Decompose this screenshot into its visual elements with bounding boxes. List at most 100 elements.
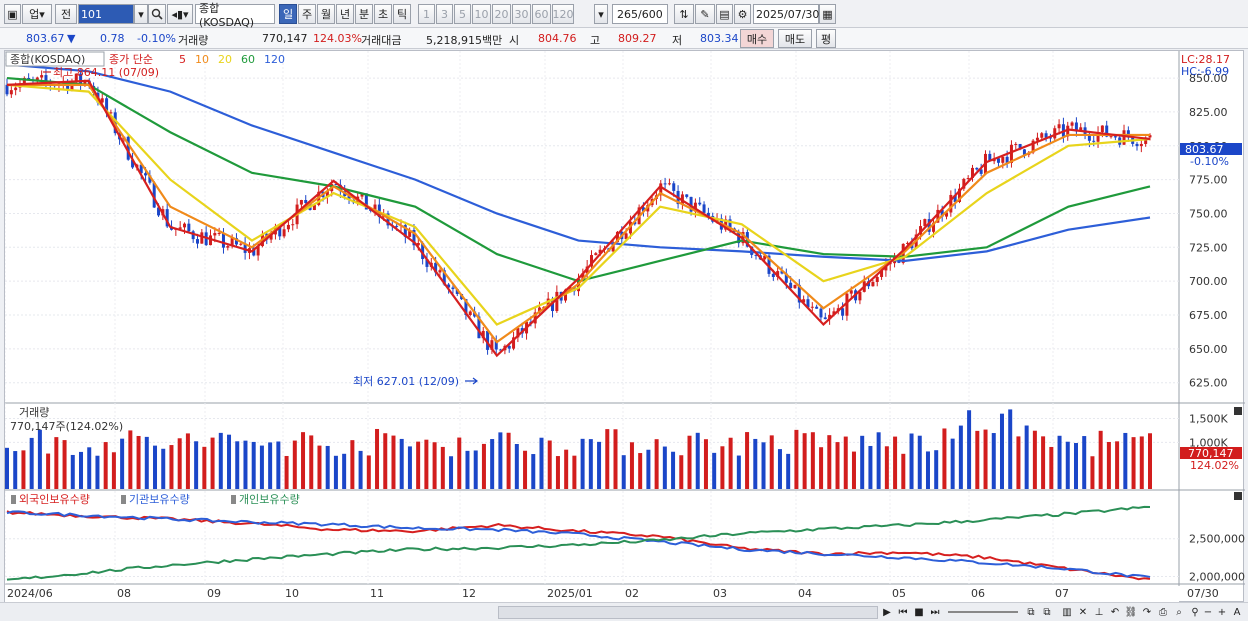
holding-lines [6, 505, 1151, 581]
interval-button-3[interactable]: 3 [436, 4, 453, 24]
candle-body [226, 246, 230, 248]
gear-icon[interactable]: ⚙ [734, 4, 751, 24]
candle-body [641, 207, 645, 212]
candle-body [217, 232, 221, 234]
volume-bar [531, 454, 536, 489]
volume-bar [333, 455, 338, 489]
date-field[interactable]: 2025/07/30 [753, 4, 819, 24]
volume-bar [366, 455, 371, 489]
print-icon[interactable]: ⎙ [1159, 607, 1167, 618]
bar-icon[interactable]: ▥ [1062, 607, 1072, 618]
tool-icon[interactable]: ✎ [695, 4, 715, 24]
copy-icon[interactable]: ⧉ [1043, 607, 1051, 618]
volume-bar [975, 430, 980, 489]
period-tab-label: 주 [301, 8, 313, 21]
period-tab-3[interactable]: 년 [336, 4, 354, 24]
candle-body [754, 254, 758, 256]
save-icon[interactable]: ▤ [716, 4, 733, 24]
buy-button[interactable]: 매수 [740, 29, 774, 48]
prev-button[interactable]: 전 [55, 4, 77, 24]
price-tick-label: 850.00 [1189, 72, 1228, 85]
period-tab-label: 년 [339, 8, 351, 21]
period-tab-1[interactable]: 주 [298, 4, 316, 24]
candle-body [724, 219, 728, 230]
sound-icon[interactable]: ◂▮▾ [167, 4, 193, 24]
zoom-in-icon[interactable]: ⚲ [1191, 607, 1199, 618]
redo-icon[interactable]: ↷ [1142, 607, 1152, 618]
count-field[interactable]: 265 /600 [612, 4, 668, 24]
candle-body [1066, 125, 1070, 137]
scroll-right-icon[interactable]: ▶ [883, 607, 891, 618]
interval-button-10[interactable]: 10 [472, 4, 491, 24]
avg-button[interactable]: 평 [816, 29, 836, 48]
volume-bar [391, 435, 396, 489]
volume-panel-close-icon[interactable] [1234, 407, 1242, 415]
period-tab-0[interactable]: 일 [279, 4, 297, 24]
volume-bar [506, 432, 511, 489]
holding-panel-close-icon[interactable] [1234, 492, 1242, 500]
chart-svg[interactable]: 850.00825.00800.00775.00750.00725.00700.… [4, 51, 1245, 603]
period-tab-label: 일 [282, 8, 294, 21]
zoom-out-icon[interactable]: − [1203, 607, 1213, 618]
interval-button-5[interactable]: 5 [454, 4, 471, 24]
period-tab-label: 초 [377, 8, 389, 21]
interval-dropdown-icon[interactable]: ▾ [594, 4, 608, 24]
volume-bar [523, 450, 528, 489]
code-field[interactable] [78, 4, 134, 24]
horizontal-scrollbar[interactable] [498, 606, 878, 619]
next-icon[interactable]: ⏭ [930, 607, 940, 618]
buy-label: 매수 [746, 32, 768, 46]
interval-button-20[interactable]: 20 [492, 4, 511, 24]
search-zoom-icon[interactable]: ⌕ [1176, 607, 1182, 618]
grid-lines [4, 51, 1179, 584]
interval-button-1[interactable]: 1 [418, 4, 435, 24]
period-tab-2[interactable]: 월 [317, 4, 335, 24]
volume-bar [276, 441, 281, 489]
undo-icon[interactable]: ↶ [1110, 607, 1120, 618]
x-tick-label: 08 [117, 587, 131, 600]
candle-body [823, 317, 827, 320]
candle-body [1148, 135, 1152, 138]
first-icon[interactable]: ⏮ [898, 607, 908, 618]
chart-type-icon[interactable]: ⊥ [1094, 607, 1104, 618]
layout-icon[interactable]: ▣ [4, 4, 21, 24]
stop-icon[interactable]: ■ [914, 607, 924, 618]
volume-bar [383, 433, 388, 489]
period-tab-6[interactable]: 틱 [393, 4, 411, 24]
code-input[interactable] [79, 5, 133, 23]
candle-body [953, 194, 957, 202]
low-arrow-icon [465, 377, 478, 385]
candle-body [183, 223, 187, 228]
search-icon[interactable] [148, 4, 166, 24]
indicator-icon[interactable]: ⇅ [674, 4, 694, 24]
interval-button-120[interactable]: 120 [552, 4, 574, 24]
candle-body [191, 231, 195, 240]
compare-icon[interactable]: ⧉ [1027, 607, 1035, 618]
x-tick-label: 02 [625, 587, 639, 600]
zoom-slider[interactable] [948, 611, 1018, 613]
calendar-icon[interactable]: ▦ [819, 4, 836, 24]
code-dropdown-icon[interactable]: ▾ [134, 4, 148, 24]
candle-body [178, 227, 182, 229]
change-pct: -0.10% [137, 32, 176, 45]
zoom-plus-icon[interactable]: + [1217, 607, 1227, 618]
market-select[interactable]: 업 ▾ [22, 4, 52, 24]
index-name-field: 종합(KOSDAQ) [195, 2, 275, 29]
candle-body [126, 136, 130, 160]
interval-button-60[interactable]: 60 [532, 4, 551, 24]
sell-button[interactable]: 매도 [778, 29, 812, 48]
chart-area[interactable]: 850.00825.00800.00775.00750.00725.00700.… [4, 50, 1245, 603]
auto-icon[interactable]: A [1233, 607, 1241, 618]
candle-body [148, 175, 152, 183]
candle-body [1109, 136, 1113, 138]
candle-body [819, 308, 823, 318]
panel-title-box[interactable] [5, 51, 105, 67]
candle-body [923, 219, 927, 227]
volume-bar [786, 453, 791, 489]
period-tab-5[interactable]: 초 [374, 4, 392, 24]
interval-button-30[interactable]: 30 [512, 4, 531, 24]
x-tick-label: 10 [285, 587, 299, 600]
cross-icon[interactable]: ✕ [1078, 607, 1088, 618]
period-tab-4[interactable]: 분 [355, 4, 373, 24]
link-icon[interactable]: ⛓ [1124, 607, 1138, 618]
